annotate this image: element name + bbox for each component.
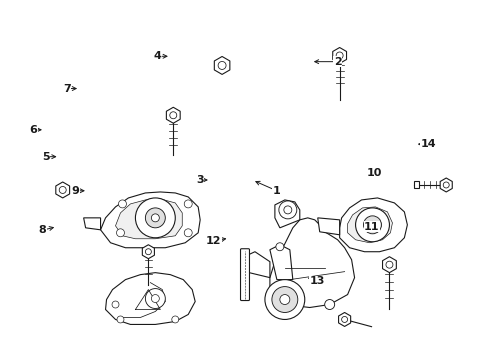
Polygon shape — [167, 107, 180, 123]
Text: 14: 14 — [421, 139, 436, 149]
Circle shape — [117, 316, 124, 323]
Text: 6: 6 — [30, 125, 38, 135]
Circle shape — [59, 186, 66, 193]
Polygon shape — [333, 48, 346, 63]
Circle shape — [117, 229, 124, 237]
Circle shape — [443, 182, 449, 188]
Polygon shape — [214, 57, 230, 75]
Text: 9: 9 — [71, 186, 79, 196]
Polygon shape — [275, 200, 300, 228]
Circle shape — [356, 208, 390, 242]
Circle shape — [151, 294, 159, 302]
Circle shape — [184, 229, 192, 237]
Polygon shape — [318, 218, 340, 235]
Polygon shape — [383, 257, 396, 273]
Polygon shape — [105, 273, 195, 324]
Polygon shape — [84, 218, 100, 230]
Text: 4: 4 — [153, 51, 161, 61]
Text: 8: 8 — [39, 225, 47, 235]
Text: 13: 13 — [310, 276, 325, 286]
Polygon shape — [440, 178, 452, 192]
Circle shape — [386, 261, 393, 268]
Circle shape — [280, 294, 290, 305]
Circle shape — [119, 200, 126, 208]
Polygon shape — [116, 199, 182, 239]
Circle shape — [146, 208, 165, 228]
Text: 5: 5 — [42, 152, 49, 162]
Circle shape — [336, 52, 343, 59]
Polygon shape — [340, 198, 407, 252]
Polygon shape — [142, 245, 154, 259]
Circle shape — [170, 112, 177, 119]
Circle shape — [280, 300, 290, 310]
Circle shape — [284, 206, 292, 214]
Circle shape — [369, 221, 376, 228]
Text: 2: 2 — [334, 57, 342, 67]
Circle shape — [146, 289, 165, 309]
Text: 12: 12 — [205, 236, 221, 246]
Polygon shape — [270, 218, 355, 307]
Polygon shape — [56, 182, 70, 198]
Text: 7: 7 — [63, 84, 71, 94]
FancyBboxPatch shape — [414, 181, 419, 189]
Circle shape — [325, 300, 335, 310]
FancyBboxPatch shape — [241, 249, 249, 301]
Circle shape — [265, 280, 305, 319]
Circle shape — [279, 201, 297, 219]
Circle shape — [172, 316, 179, 323]
Circle shape — [151, 214, 159, 222]
Polygon shape — [347, 207, 392, 243]
Circle shape — [218, 62, 226, 69]
Polygon shape — [242, 252, 270, 278]
Circle shape — [135, 198, 175, 238]
Text: 11: 11 — [364, 222, 380, 231]
Polygon shape — [270, 245, 293, 280]
Circle shape — [184, 200, 192, 208]
Circle shape — [342, 316, 347, 323]
Circle shape — [112, 301, 119, 308]
Polygon shape — [339, 312, 351, 327]
Circle shape — [272, 287, 298, 312]
Text: 1: 1 — [273, 186, 281, 196]
Circle shape — [276, 243, 284, 251]
Text: 3: 3 — [196, 175, 204, 185]
Polygon shape — [100, 192, 200, 248]
Text: 10: 10 — [367, 168, 382, 178]
Circle shape — [364, 216, 382, 234]
Circle shape — [146, 249, 151, 255]
